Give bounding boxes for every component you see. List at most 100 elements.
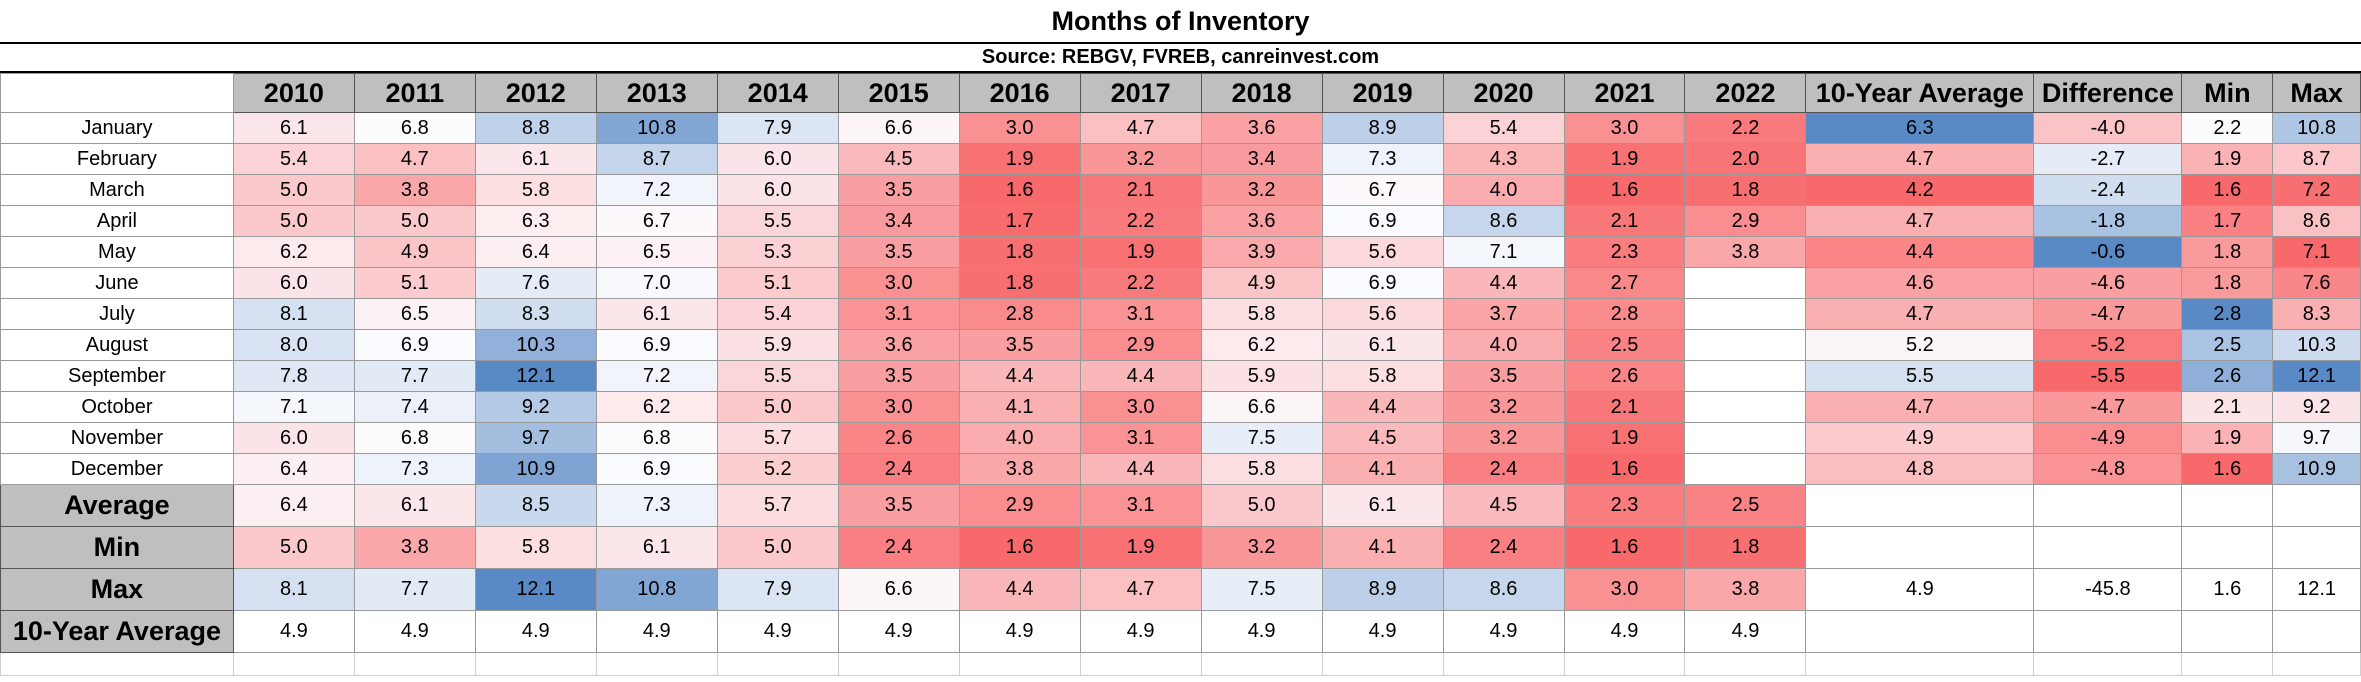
summary-value-cell: 4.9 <box>837 610 960 653</box>
value-cell: 2.2 <box>1079 205 1202 237</box>
stat-cell: 9.2 <box>2272 391 2361 423</box>
summary-value-cell: 6.1 <box>353 484 476 527</box>
value-cell: 4.4 <box>1442 267 1565 299</box>
table-row: December 6.4 7.3 10.9 6.9 5.2 2.4 3.8 4.4 5.8 4.1 2… <box>0 453 2361 485</box>
value-cell: 1.9 <box>1563 143 1686 175</box>
value-cell: 4.5 <box>1321 422 1444 454</box>
table-row: February 5.4 4.7 6.1 8.7 6.0 4.5 1.9 3.2 3.4 7.3 4.… <box>0 143 2361 175</box>
value-cell: 7.5 <box>1200 422 1323 454</box>
blank-row <box>0 652 2361 676</box>
summary-value-cell: 3.8 <box>353 526 476 569</box>
summary-value-cell: 4.1 <box>1321 526 1444 569</box>
summary-value-cell: 6.1 <box>595 526 718 569</box>
stat-cell: 6.3 <box>1805 112 2035 144</box>
value-cell: 3.0 <box>837 391 960 423</box>
value-cell: 6.2 <box>595 391 718 423</box>
value-cell: 5.0 <box>353 205 476 237</box>
value-cell: 5.2 <box>716 453 839 485</box>
stat-cell: -4.7 <box>2033 391 2183 423</box>
value-cell: 5.7 <box>716 422 839 454</box>
value-cell: 3.1 <box>837 298 960 330</box>
summary-value-cell: 7.3 <box>595 484 718 527</box>
summary-value-cell: 5.7 <box>716 484 839 527</box>
value-cell: 3.8 <box>958 453 1081 485</box>
value-cell: 6.2 <box>232 236 355 268</box>
stat-cell: 2.1 <box>2181 391 2274 423</box>
value-cell: 7.8 <box>232 360 355 392</box>
stat-cell: 4.7 <box>1805 143 2035 175</box>
value-cell: 12.1 <box>474 360 597 392</box>
value-cell: 3.8 <box>353 174 476 206</box>
stat-cell: 2.8 <box>2181 298 2274 330</box>
summary-label: 10-Year Average <box>0 610 234 653</box>
stat-cell: -0.6 <box>2033 236 2183 268</box>
month-label: January <box>0 112 234 144</box>
summary-value-cell: 8.6 <box>1442 568 1565 611</box>
value-cell: 6.8 <box>353 422 476 454</box>
value-cell: 3.5 <box>1442 360 1565 392</box>
stat-cell: 5.5 <box>1805 360 2035 392</box>
value-cell: 6.9 <box>595 453 718 485</box>
stat-cell: -4.7 <box>2033 298 2183 330</box>
value-cell: 4.4 <box>1321 391 1444 423</box>
value-cell: 6.6 <box>837 112 960 144</box>
stat-cell: 2.5 <box>2181 329 2274 361</box>
summary-value-cell: 4.9 <box>474 610 597 653</box>
column-header-year: 2018 <box>1200 73 1323 113</box>
column-header-year: 2017 <box>1079 73 1202 113</box>
inventory-table: 2010 2011 2012 2013 2014 2015 2016 2017 2018 2019… <box>0 73 2361 676</box>
stat-cell: 1.7 <box>2181 205 2274 237</box>
value-cell: 5.9 <box>716 329 839 361</box>
summary-value-cell: 6.4 <box>232 484 355 527</box>
column-header-year: 2012 <box>474 73 597 113</box>
value-cell: 8.1 <box>232 298 355 330</box>
value-cell: 3.5 <box>837 360 960 392</box>
value-cell: 6.9 <box>595 329 718 361</box>
summary-value-cell: 7.9 <box>716 568 839 611</box>
blank-cell <box>958 652 1081 676</box>
value-cell: 2.8 <box>958 298 1081 330</box>
value-cell: 2.1 <box>1079 174 1202 206</box>
summary-value-cell: 8.9 <box>1321 568 1444 611</box>
stat-cell: -4.8 <box>2033 453 2183 485</box>
value-cell: 3.4 <box>1200 143 1323 175</box>
value-cell: 6.2 <box>1200 329 1323 361</box>
value-cell: 4.9 <box>353 236 476 268</box>
value-cell: 6.9 <box>1321 205 1444 237</box>
summary-value-cell: 4.5 <box>1442 484 1565 527</box>
value-cell: 6.1 <box>232 112 355 144</box>
summary-value-cell: 2.5 <box>1684 484 1807 527</box>
value-cell: 8.7 <box>595 143 718 175</box>
value-cell: 4.0 <box>1442 329 1565 361</box>
value-cell: 8.8 <box>474 112 597 144</box>
value-cell: 7.3 <box>353 453 476 485</box>
value-cell: 1.9 <box>1563 422 1686 454</box>
summary-row: 10-Year Average 4.9 4.9 4.9 4.9 4.9 4.9 4.9 4.9 4… <box>0 610 2361 653</box>
summary-stat-cell <box>2033 526 2183 569</box>
value-cell: 1.6 <box>958 174 1081 206</box>
column-header-stat: Min <box>2181 73 2274 113</box>
value-cell: 2.9 <box>1684 205 1807 237</box>
summary-value-cell: 5.0 <box>716 526 839 569</box>
table-row: April 5.0 5.0 6.3 6.7 5.5 3.4 1.7 2.2 3.6 6.9 8.6 2.… <box>0 205 2361 237</box>
summary-label: Average <box>0 484 234 527</box>
value-cell: 7.9 <box>716 112 839 144</box>
value-cell: 1.8 <box>958 267 1081 299</box>
summary-stat-cell <box>1805 526 2035 569</box>
table-row: May 6.2 4.9 6.4 6.5 5.3 3.5 1.8 1.9 3.9 5.6 7.1 2.3 3… <box>0 236 2361 268</box>
stat-cell: 4.7 <box>1805 298 2035 330</box>
table-row: July 8.1 6.5 8.3 6.1 5.4 3.1 2.8 3.1 5.8 5.6 3.7 2.8… <box>0 298 2361 330</box>
value-cell <box>1684 422 1807 454</box>
value-cell: 4.1 <box>1321 453 1444 485</box>
stat-cell: -1.8 <box>2033 205 2183 237</box>
blank-cell <box>837 652 960 676</box>
value-cell: 5.5 <box>716 360 839 392</box>
summary-stat-cell <box>2181 484 2274 527</box>
summary-stat-cell: 12.1 <box>2272 568 2361 611</box>
stat-cell: 2.2 <box>2181 112 2274 144</box>
value-cell: 10.9 <box>474 453 597 485</box>
value-cell: 6.0 <box>716 174 839 206</box>
stat-cell: 4.6 <box>1805 267 2035 299</box>
value-cell: 1.6 <box>1563 453 1686 485</box>
stat-cell: 4.4 <box>1805 236 2035 268</box>
